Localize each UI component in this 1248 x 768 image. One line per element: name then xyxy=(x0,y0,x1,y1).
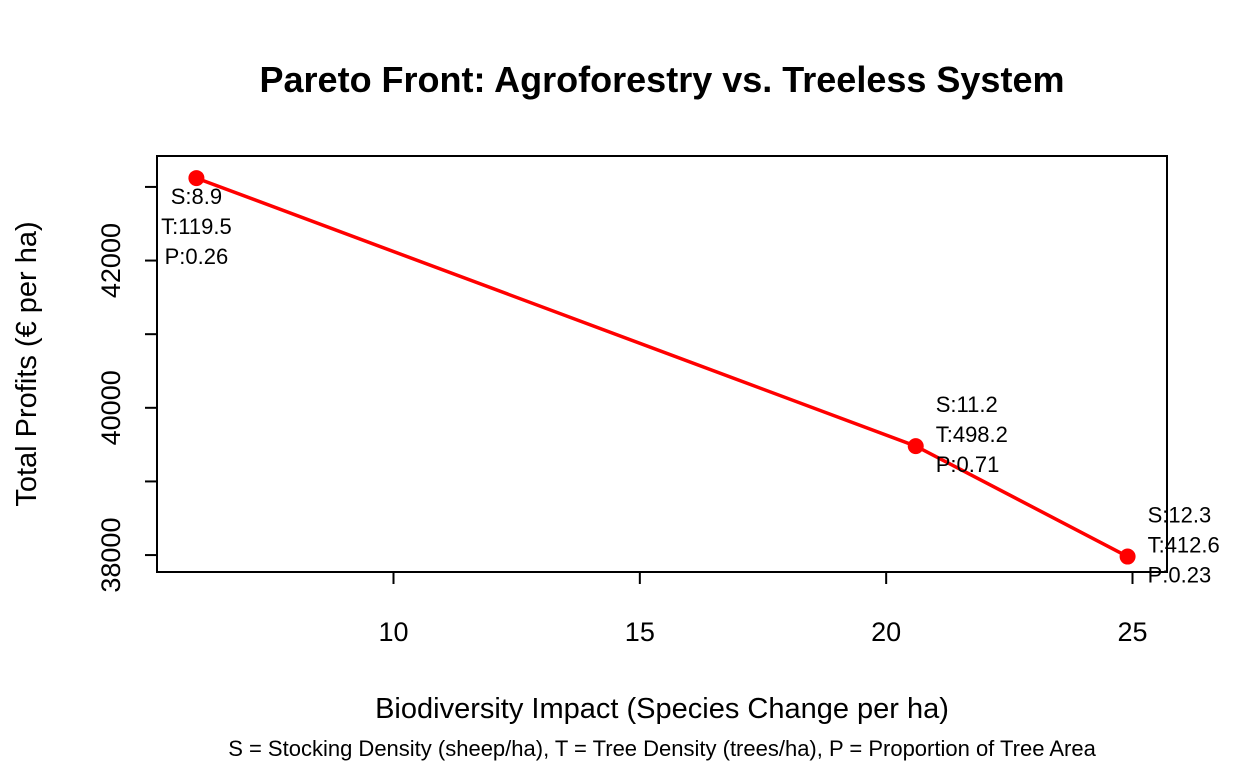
x-tick-label: 10 xyxy=(378,617,408,647)
data-point xyxy=(188,170,205,187)
point-annotation: P:0.71 xyxy=(936,452,1000,477)
point-annotation: T:119.5 xyxy=(161,214,232,239)
data-point xyxy=(907,438,924,455)
point-annotation: S:8.9 xyxy=(171,184,222,209)
y-tick-label: 40000 xyxy=(96,370,126,445)
point-annotation: S:11.2 xyxy=(936,392,998,417)
point-annotation: S:12.3 xyxy=(1148,503,1212,528)
x-axis: 10 15 20 25 xyxy=(378,572,1148,647)
y-axis: 38000 40000 42000 xyxy=(96,185,157,593)
point-annotation: T:498.2 xyxy=(936,422,1008,447)
chart-caption: S = Stocking Density (sheep/ha), T = Tre… xyxy=(228,736,1096,761)
point-annotation: P:0.26 xyxy=(165,244,229,269)
y-tick-label: 38000 xyxy=(96,518,126,593)
y-axis-title: Total Profits (€ per ha) xyxy=(11,221,43,506)
x-tick-label: 20 xyxy=(871,617,901,647)
x-tick-label: 25 xyxy=(1117,617,1147,647)
series: S:8.9 T:119.5 P:0.26 S:11.2 T:498.2 P:0.71 S:1… xyxy=(161,170,1220,588)
point-annotation: T:412.6 xyxy=(1148,533,1220,558)
y-tick-label: 42000 xyxy=(96,223,126,298)
chart-title: Pareto Front: Agroforestry vs. Treeless … xyxy=(260,59,1065,100)
plot-frame xyxy=(156,155,1168,573)
series-line xyxy=(195,176,1129,559)
x-axis-title: Biodiversity Impact (Species Change per … xyxy=(375,693,949,725)
data-point xyxy=(1119,548,1136,565)
point-annotation: P:0.23 xyxy=(1148,563,1212,588)
x-tick-label: 15 xyxy=(625,617,655,647)
